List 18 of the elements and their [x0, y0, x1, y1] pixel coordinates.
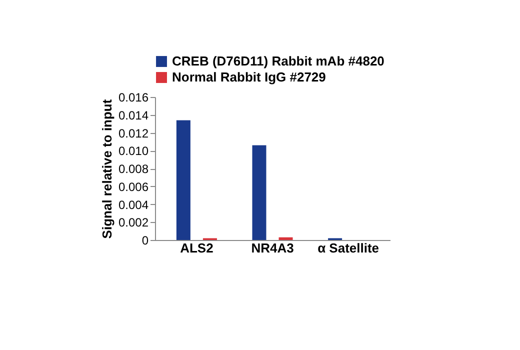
y-tick-label: 0.004: [118, 198, 149, 212]
y-axis-title: Signal relative to input: [99, 98, 114, 239]
x-tick-label: NR4A3: [251, 240, 294, 256]
y-tick-label: 0.014: [118, 108, 149, 122]
y-tick-label: 0: [142, 234, 149, 248]
bar: [252, 145, 266, 240]
x-tick-label: ALS2: [180, 240, 214, 256]
bar: [278, 237, 293, 240]
y-tick-label: 0.010: [118, 144, 149, 158]
y-tick-label: 0.008: [118, 162, 149, 176]
bar: [176, 120, 190, 240]
legend-label: Normal Rabbit IgG #2729: [172, 70, 326, 84]
y-tick-label: 0.006: [118, 180, 149, 194]
legend-label: CREB (D76D11) Rabbit mAb #4820: [172, 54, 384, 68]
y-tick-label: 0.016: [118, 90, 149, 104]
x-tick-label: α Satellite: [318, 240, 380, 256]
y-tick-label: 0.012: [118, 126, 149, 140]
y-tick-label: 0.002: [118, 216, 149, 230]
